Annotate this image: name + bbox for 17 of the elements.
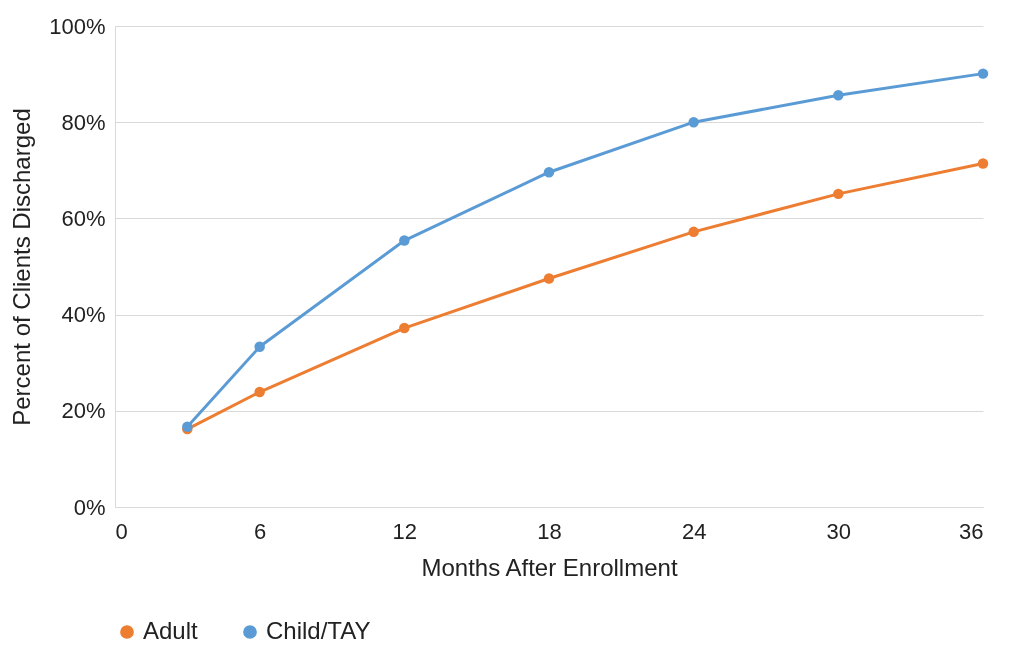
- legend-label: Adult: [143, 617, 199, 644]
- y-tick-label: 80%: [61, 109, 106, 135]
- x-tick-label: 24: [681, 518, 707, 544]
- y-axis-title: Percent of Clients Discharged: [8, 108, 36, 426]
- x-tick-label: 6: [254, 518, 267, 544]
- x-tick-label: 0: [115, 518, 128, 544]
- x-axis-title: Months After Enrollment: [421, 553, 678, 581]
- x-tick-label: 30: [826, 518, 852, 544]
- y-tick-label: 40%: [61, 302, 106, 328]
- x-tick-label: 12: [392, 518, 418, 544]
- y-tick-label: 0%: [73, 494, 106, 520]
- y-tick-label: 60%: [61, 205, 106, 231]
- x-tick-label: 36: [959, 518, 984, 544]
- y-tick-label: 100%: [49, 13, 106, 39]
- x-tick-label: 18: [537, 518, 562, 544]
- y-tick-label: 20%: [61, 398, 106, 424]
- legend-label: Child/TAY: [266, 617, 371, 644]
